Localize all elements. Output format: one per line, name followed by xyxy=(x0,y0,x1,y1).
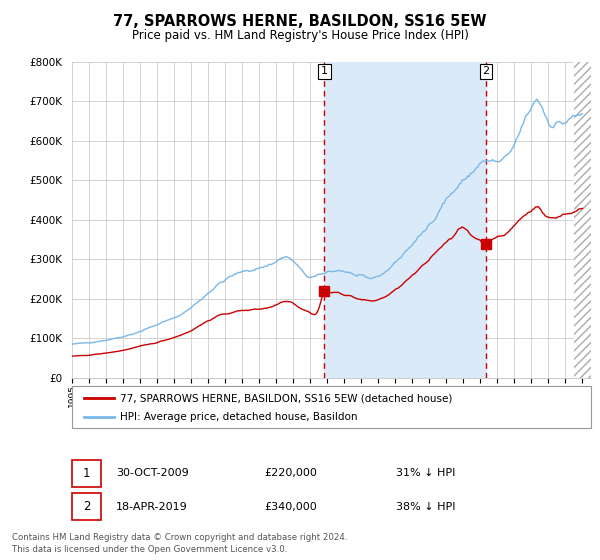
Text: 1: 1 xyxy=(83,466,90,480)
Bar xyxy=(325,62,486,378)
Text: 38% ↓ HPI: 38% ↓ HPI xyxy=(396,502,455,512)
Text: 31% ↓ HPI: 31% ↓ HPI xyxy=(396,468,455,478)
Text: Contains HM Land Registry data © Crown copyright and database right 2024.: Contains HM Land Registry data © Crown c… xyxy=(12,533,347,542)
Bar xyxy=(574,62,591,378)
Text: 30-OCT-2009: 30-OCT-2009 xyxy=(116,468,188,478)
Text: HPI: Average price, detached house, Basildon: HPI: Average price, detached house, Basi… xyxy=(120,412,358,422)
Text: 1: 1 xyxy=(321,66,328,76)
Text: 2: 2 xyxy=(83,500,90,514)
Text: 77, SPARROWS HERNE, BASILDON, SS16 5EW (detached house): 77, SPARROWS HERNE, BASILDON, SS16 5EW (… xyxy=(120,393,452,403)
Text: 2: 2 xyxy=(482,66,490,76)
Text: £340,000: £340,000 xyxy=(264,502,317,512)
Bar xyxy=(574,62,591,378)
Text: £220,000: £220,000 xyxy=(264,468,317,478)
Text: 77, SPARROWS HERNE, BASILDON, SS16 5EW: 77, SPARROWS HERNE, BASILDON, SS16 5EW xyxy=(113,14,487,29)
Text: This data is licensed under the Open Government Licence v3.0.: This data is licensed under the Open Gov… xyxy=(12,545,287,554)
Text: 18-APR-2019: 18-APR-2019 xyxy=(116,502,188,512)
Text: Price paid vs. HM Land Registry's House Price Index (HPI): Price paid vs. HM Land Registry's House … xyxy=(131,29,469,42)
